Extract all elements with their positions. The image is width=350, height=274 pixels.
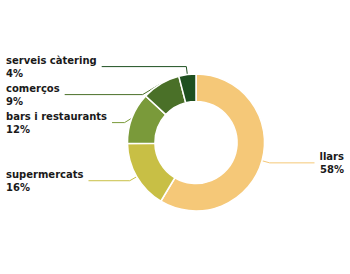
svg-text:serveis càtering: serveis càtering xyxy=(6,55,97,66)
svg-text:llars: llars xyxy=(320,151,345,162)
svg-text:16%: 16% xyxy=(6,182,30,193)
svg-text:9%: 9% xyxy=(6,96,23,107)
svg-text:supermercats: supermercats xyxy=(6,169,84,180)
svg-text:4%: 4% xyxy=(6,68,23,79)
svg-text:12%: 12% xyxy=(6,124,30,135)
svg-text:comerços: comerços xyxy=(6,83,60,94)
svg-text:58%: 58% xyxy=(320,164,344,175)
svg-text:bars i restaurants: bars i restaurants xyxy=(6,111,107,122)
